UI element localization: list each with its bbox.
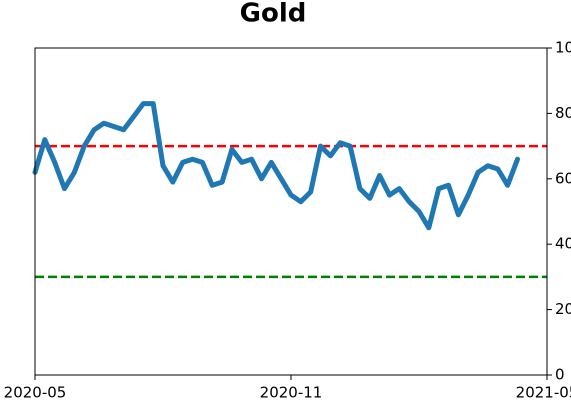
y-tick-label: 80 xyxy=(555,104,571,122)
y-tick-label: 20 xyxy=(555,300,571,318)
plot-frame xyxy=(34,47,548,376)
x-tick-label: 2020-05 xyxy=(4,384,67,402)
y-tick-label: 40 xyxy=(555,235,571,253)
y-tick-label: 0 xyxy=(555,366,565,384)
x-tick-label: 2021-05 xyxy=(516,384,571,402)
data-line xyxy=(32,101,520,231)
x-tick-label: 2020-11 xyxy=(260,384,323,402)
y-tick-label: 100 xyxy=(555,39,571,57)
y-tick-label: 60 xyxy=(555,169,571,187)
chart-title: Gold xyxy=(240,0,307,29)
